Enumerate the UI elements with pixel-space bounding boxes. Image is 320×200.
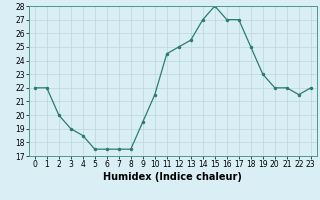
- X-axis label: Humidex (Indice chaleur): Humidex (Indice chaleur): [103, 172, 242, 182]
